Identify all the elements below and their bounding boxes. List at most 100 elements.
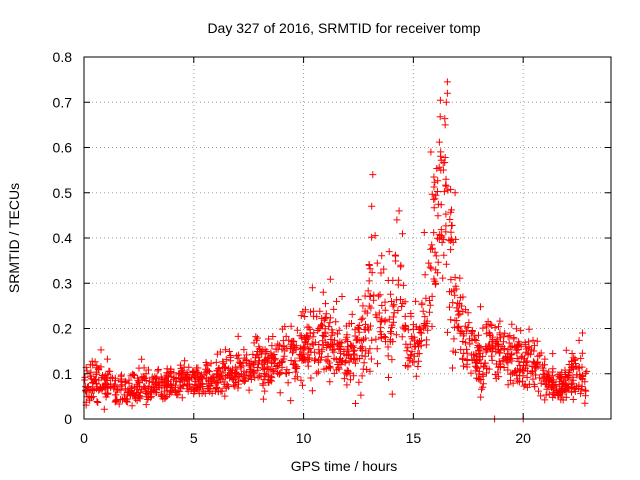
data-point <box>202 369 210 377</box>
data-point <box>314 327 322 334</box>
data-point <box>488 356 496 364</box>
data-point <box>366 367 374 375</box>
data-point <box>235 371 243 379</box>
data-point <box>194 385 202 393</box>
data-point <box>414 363 422 370</box>
data-point <box>81 373 89 381</box>
data-point <box>355 328 363 336</box>
data-point <box>568 357 576 365</box>
x-tick-label: 20 <box>515 430 531 446</box>
data-point <box>523 357 531 365</box>
data-point <box>464 309 472 317</box>
data-point <box>374 292 382 300</box>
data-point <box>426 263 434 271</box>
data-point <box>246 367 254 375</box>
data-point <box>326 314 334 322</box>
data-point <box>389 302 397 310</box>
data-point <box>434 212 442 220</box>
data-point <box>277 359 285 367</box>
data-point <box>287 357 295 364</box>
data-point <box>153 374 161 382</box>
data-point <box>387 329 395 337</box>
data-point <box>385 315 393 323</box>
data-point <box>324 352 332 360</box>
data-point <box>451 291 459 299</box>
data-point <box>272 345 280 353</box>
data-point <box>225 348 233 355</box>
data-point <box>234 384 242 392</box>
data-point <box>486 332 494 339</box>
data-point <box>330 305 338 313</box>
data-point <box>215 372 223 380</box>
data-point <box>301 343 309 351</box>
data-point <box>381 306 389 314</box>
data-point <box>535 387 542 395</box>
data-point <box>365 277 373 285</box>
data-point <box>377 324 385 332</box>
data-point <box>260 357 268 365</box>
data-point <box>83 367 91 375</box>
data-point <box>242 359 250 367</box>
data-point <box>449 238 457 246</box>
data-point <box>385 374 392 381</box>
data-point <box>136 383 143 391</box>
data-point <box>500 355 508 363</box>
data-point <box>390 318 398 326</box>
data-point <box>382 334 389 342</box>
data-point <box>191 386 199 394</box>
data-point <box>154 367 162 375</box>
data-point <box>455 322 463 330</box>
data-point <box>415 350 423 358</box>
data-point <box>280 342 288 350</box>
data-point <box>203 367 211 375</box>
data-point <box>465 319 473 327</box>
data-point <box>135 364 143 372</box>
data-point <box>181 357 189 365</box>
data-point <box>314 368 322 376</box>
data-point <box>298 334 306 342</box>
data-point <box>102 393 110 401</box>
data-point <box>277 368 285 376</box>
data-point <box>431 280 439 288</box>
data-point <box>362 334 370 342</box>
data-point <box>443 89 451 97</box>
data-point <box>575 336 583 344</box>
data-point <box>508 350 516 358</box>
data-point <box>307 308 314 316</box>
data-point <box>412 297 420 305</box>
data-point <box>253 364 261 371</box>
data-point <box>190 390 198 397</box>
data-point <box>437 226 445 234</box>
data-point <box>287 322 295 330</box>
data-point <box>240 354 248 362</box>
data-point <box>368 269 376 277</box>
data-point <box>459 354 467 362</box>
data-point <box>256 345 263 353</box>
data-point <box>393 216 401 224</box>
data-point <box>378 315 386 323</box>
data-point <box>163 392 171 400</box>
data-point <box>536 351 544 359</box>
data-point <box>335 326 343 334</box>
data-point <box>329 329 337 337</box>
data-point <box>455 307 463 315</box>
data-point <box>358 372 366 380</box>
data-point <box>388 323 396 331</box>
data-point <box>276 389 284 397</box>
data-point <box>263 363 271 371</box>
data-point <box>436 96 444 104</box>
data-point <box>214 378 222 386</box>
data-point <box>157 390 165 398</box>
data-point <box>532 371 539 379</box>
data-point <box>491 371 499 378</box>
data-point <box>443 78 451 86</box>
data-point <box>322 300 329 308</box>
data-point <box>517 353 525 361</box>
data-point <box>117 375 125 383</box>
data-point <box>221 346 229 354</box>
data-point <box>572 363 580 371</box>
data-point <box>582 369 590 377</box>
data-point <box>207 377 215 385</box>
data-point <box>399 323 407 331</box>
data-point <box>317 322 325 330</box>
